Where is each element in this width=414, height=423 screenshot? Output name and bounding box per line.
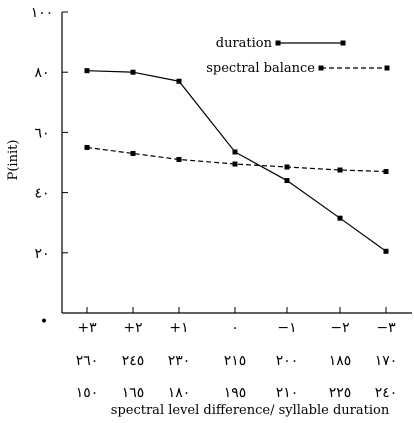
x-tick-label: ١٨٥ xyxy=(329,353,352,369)
y-tick-label: ١٠٠ xyxy=(31,5,54,21)
data-point xyxy=(84,68,90,74)
series-spectral-balance xyxy=(84,144,389,175)
data-point xyxy=(337,167,343,173)
data-point xyxy=(176,156,182,162)
x-tick-label: +١ xyxy=(169,320,188,336)
x-tick-label: ٢٤٥ xyxy=(122,353,145,369)
x-tick-labels: +٣ +٢ +١ ٠ −١ −٢ −٣ ٢٦٠ ٢٤٥ ٢٣٠ ٢١٥ ٢٠٠ ١٨٥ ١٧٠ ١٥٠ ١٦٥… xyxy=(76,307,398,401)
data-point xyxy=(232,149,238,155)
x-tick-label: ١٩٥ xyxy=(224,385,247,401)
data-point xyxy=(84,144,90,150)
legend-marker xyxy=(318,65,324,71)
x-tick-label: ٢٢٥ xyxy=(329,385,352,401)
x-tick-label: ٢٣٠ xyxy=(168,353,191,369)
x-tick-label: −١ xyxy=(277,320,296,336)
data-point xyxy=(232,161,238,167)
x-tick-label: ١٦٥ xyxy=(122,385,145,401)
x-tick-label: ٠ xyxy=(231,320,239,336)
data-point xyxy=(383,248,389,254)
x-tick-label: ١٨٠ xyxy=(168,385,191,401)
x-tick-label: ٢٠٠ xyxy=(276,353,299,369)
data-point xyxy=(383,169,389,175)
series-line xyxy=(86,70,387,252)
x-tick-label: ٢١٠ xyxy=(276,385,299,401)
series-duration xyxy=(84,68,389,254)
legend: duration spectral balance xyxy=(206,36,390,76)
series-layer xyxy=(84,68,389,254)
x-tick-label: ٢١٥ xyxy=(224,353,247,369)
x-tick-label: ١٧٠ xyxy=(375,353,398,369)
legend-label: duration xyxy=(216,36,273,51)
data-point xyxy=(284,164,290,170)
x-tick-label: ٢٤٠ xyxy=(375,385,398,401)
y-tick-label: ٤٠ xyxy=(34,186,49,202)
y-tick-label: ٨٠ xyxy=(34,65,49,81)
y-tick-label: ٦٠ xyxy=(34,125,49,141)
data-point xyxy=(284,178,290,184)
x-axis-label: spectral level difference/ syllable dura… xyxy=(111,403,390,418)
y-tick-label: ٢٠ xyxy=(34,246,49,262)
legend-marker xyxy=(384,65,390,71)
legend-marker xyxy=(340,40,346,46)
y-tick-labels: • ٢٠ ٤٠ ٦٠ ٨٠ ١٠٠ xyxy=(31,5,68,330)
legend-label: spectral balance xyxy=(206,61,315,76)
x-tick-label: −٣ xyxy=(376,320,396,336)
data-point xyxy=(130,69,136,75)
plot-frame xyxy=(61,12,412,314)
x-tick-label: ٢٦٠ xyxy=(76,353,99,369)
data-point xyxy=(337,215,343,221)
x-tick-label: +٣ xyxy=(77,320,97,336)
data-point xyxy=(176,78,182,84)
y-tick-label: • xyxy=(40,314,48,330)
x-tick-label: −٢ xyxy=(330,320,349,336)
data-point xyxy=(130,150,136,156)
y-axis-label: P(init) xyxy=(6,140,21,181)
legend-marker xyxy=(275,40,281,46)
x-tick-label: +٢ xyxy=(123,320,142,336)
x-tick-label: ١٥٠ xyxy=(76,385,99,401)
y-axis-title: P(init) xyxy=(6,140,21,181)
